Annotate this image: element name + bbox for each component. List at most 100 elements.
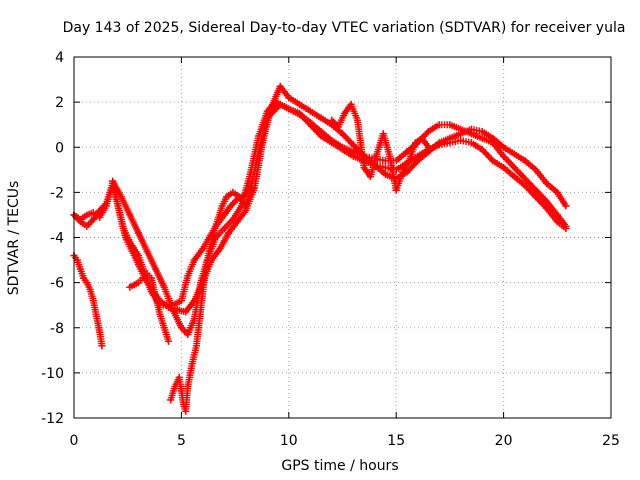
- data-point: [246, 170, 254, 178]
- data-point: [532, 166, 540, 174]
- data-point: [478, 127, 486, 135]
- data-point: [532, 193, 540, 201]
- data-point: [83, 222, 91, 230]
- data-point: [80, 274, 88, 282]
- data-point: [489, 139, 497, 147]
- data-point: [205, 247, 213, 255]
- data-point: [76, 265, 84, 273]
- data-point: [229, 188, 237, 196]
- data-point: [83, 211, 91, 219]
- data-point: [424, 127, 432, 135]
- data-point: [223, 193, 231, 201]
- data-point: [126, 211, 134, 219]
- x-tick-label: 0: [70, 433, 79, 449]
- data-marker-trail: [167, 184, 256, 415]
- data-point: [306, 118, 314, 126]
- data-point: [306, 107, 314, 115]
- data-point: [562, 202, 570, 210]
- y-tick-label: -4: [50, 231, 64, 247]
- data-point: [532, 186, 540, 194]
- data-point: [553, 188, 561, 196]
- data-point: [143, 270, 151, 278]
- data-point: [184, 382, 192, 390]
- data-point: [281, 103, 289, 111]
- data-point: [500, 143, 508, 151]
- data-point: [225, 229, 233, 237]
- data-point: [197, 306, 205, 314]
- data-point: [128, 247, 136, 255]
- data-point: [543, 179, 551, 187]
- data-point: [93, 312, 101, 320]
- data-point: [500, 164, 508, 172]
- data-point: [276, 82, 284, 90]
- x-tick-label: 5: [177, 433, 186, 449]
- data-point: [553, 211, 561, 219]
- data-point: [467, 139, 475, 147]
- data-point: [478, 134, 486, 142]
- data-point: [76, 218, 84, 226]
- data-point: [233, 218, 241, 226]
- data-point: [216, 245, 224, 253]
- x-tick-label: 15: [387, 433, 405, 449]
- data-point: [184, 331, 192, 339]
- y-tick-label: -2: [50, 185, 64, 201]
- data-point: [182, 308, 190, 316]
- data-point: [446, 134, 454, 142]
- data-point: [521, 157, 529, 165]
- data-point: [98, 342, 106, 350]
- y-tick-label: 0: [55, 140, 64, 156]
- x-tick-label: 25: [602, 433, 620, 449]
- data-point: [347, 100, 355, 108]
- y-tick-label: -12: [41, 411, 64, 427]
- data-point: [543, 197, 551, 205]
- data-point: [510, 150, 518, 158]
- y-tick-label: 2: [55, 95, 64, 111]
- data-point: [182, 407, 190, 415]
- data-point: [446, 121, 454, 129]
- data-point: [199, 245, 207, 253]
- data-point: [220, 224, 228, 232]
- data-point: [210, 229, 218, 237]
- data-point: [478, 146, 486, 154]
- data-point: [89, 297, 97, 305]
- data-point: [73, 256, 81, 264]
- data-point: [156, 310, 164, 318]
- data-point: [122, 234, 130, 241]
- data-point: [96, 206, 104, 214]
- data-point: [379, 130, 387, 138]
- data-point: [418, 134, 426, 142]
- data-point: [562, 222, 570, 230]
- data-point: [328, 136, 336, 144]
- data-point: [117, 193, 125, 201]
- data-point: [349, 141, 357, 149]
- data-point: [218, 202, 226, 210]
- data-point: [510, 164, 518, 172]
- series-arc-5: [167, 184, 256, 415]
- data-point: [134, 229, 142, 237]
- data-point: [349, 148, 357, 156]
- data-point: [134, 261, 142, 269]
- data-point: [160, 283, 168, 291]
- data-point: [521, 175, 529, 183]
- data-point: [109, 177, 117, 185]
- data-point: [177, 297, 185, 305]
- data-point: [366, 173, 374, 181]
- data-point: [214, 215, 222, 223]
- data-point: [192, 342, 200, 350]
- data-point: [339, 130, 346, 138]
- y-tick-label: -10: [41, 366, 64, 382]
- data-point: [354, 116, 362, 124]
- data-point: [177, 324, 185, 332]
- data-point: [467, 130, 475, 138]
- data-point: [328, 116, 336, 124]
- data-point: [83, 279, 91, 287]
- data-point: [489, 157, 497, 165]
- data-point: [152, 292, 160, 300]
- data-point: [510, 173, 518, 181]
- data-point: [392, 186, 400, 194]
- x-tick-label: 20: [495, 433, 513, 449]
- data-point: [296, 100, 304, 108]
- data-point: [126, 283, 134, 291]
- data-point: [412, 139, 420, 147]
- series-arc-6: [126, 270, 173, 345]
